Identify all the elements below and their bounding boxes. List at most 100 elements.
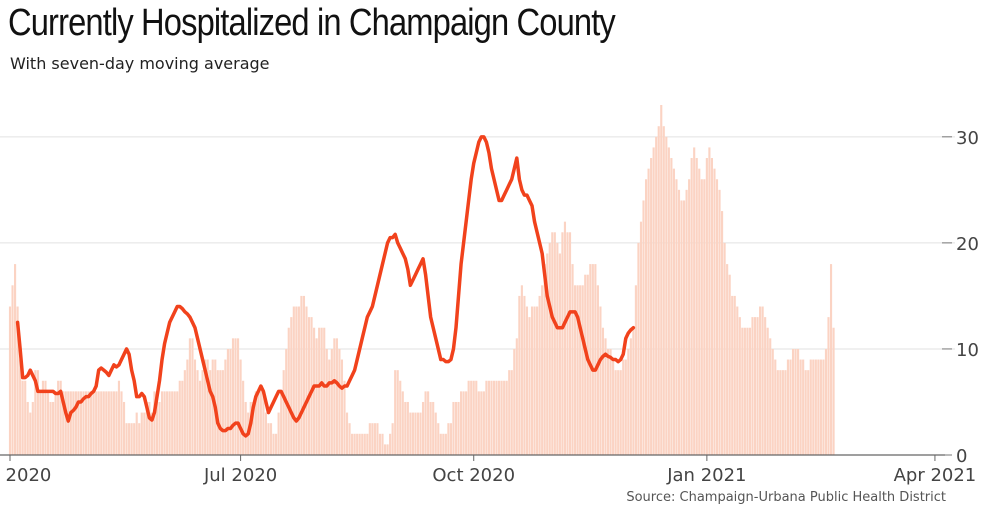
bar [543,264,546,455]
bar [584,274,587,455]
bar [429,401,432,455]
bar [112,391,115,455]
bar [472,380,475,455]
bar [802,359,805,455]
bar [698,168,701,456]
bar [619,370,622,455]
bar [741,327,744,455]
bar [536,306,539,455]
x-tick-label: Jan 2021 [666,465,746,486]
bar [591,264,594,455]
bar [693,147,696,455]
bar [601,327,605,455]
bar [708,147,711,455]
bar [680,200,683,455]
bar [383,444,387,455]
bar [490,380,493,455]
bar [79,391,83,455]
bar [239,359,242,455]
bar [695,158,698,455]
bar [163,391,166,455]
bar [188,338,191,455]
bar [391,423,394,455]
bar [764,317,767,455]
bar [21,380,24,455]
bar [313,327,316,455]
bar [287,327,290,455]
bar [751,317,754,455]
bar [244,401,247,455]
bar [171,391,174,455]
bar [492,380,496,455]
bar [639,221,643,455]
bar [181,380,184,455]
bar [351,433,354,455]
bar [411,412,414,455]
bar [558,253,561,455]
bar [647,168,650,456]
bar [280,391,283,455]
bar [508,370,511,455]
bar [579,285,582,455]
bar [817,359,820,455]
bar [452,401,455,455]
bar [498,380,501,455]
bar [57,380,60,455]
bar [340,359,344,455]
bar [409,412,412,455]
bar [505,380,508,455]
bar [753,317,757,455]
bar [277,412,280,455]
bar [424,391,427,455]
bar [335,338,338,455]
bar [769,338,772,455]
bar [110,391,113,455]
bar [449,423,452,455]
bar [566,232,569,455]
bar [211,359,214,455]
bar [829,264,833,455]
bar [809,359,812,455]
bar [145,401,148,455]
bar [675,179,678,455]
bar [457,401,460,455]
bar [44,380,47,455]
bar [665,136,668,455]
bar [548,242,551,455]
bar [363,433,366,455]
bar [660,105,663,455]
bar [52,401,55,455]
bar [515,338,518,455]
bar [406,401,409,455]
bar [487,380,491,455]
bar [267,423,270,455]
bar [776,370,779,455]
bar [432,401,435,455]
bar [373,423,376,455]
bar [107,391,110,455]
bar [394,370,397,455]
bar [160,391,164,455]
bar [77,391,80,455]
bar [594,264,597,455]
bar [62,391,65,455]
bar [297,306,300,455]
bar [92,391,95,455]
bar-series [8,105,835,456]
bar [447,423,450,455]
bar [721,211,724,455]
bar [49,401,52,455]
bar [617,370,620,455]
bar [358,433,361,455]
bar [723,242,726,455]
bar [338,348,341,455]
bar [553,232,556,455]
bar [624,359,627,455]
bar [150,412,153,455]
bar [604,338,607,455]
bar [736,306,739,455]
bar [158,401,161,455]
bar [148,401,151,455]
bar [804,370,807,455]
bar [401,391,404,455]
